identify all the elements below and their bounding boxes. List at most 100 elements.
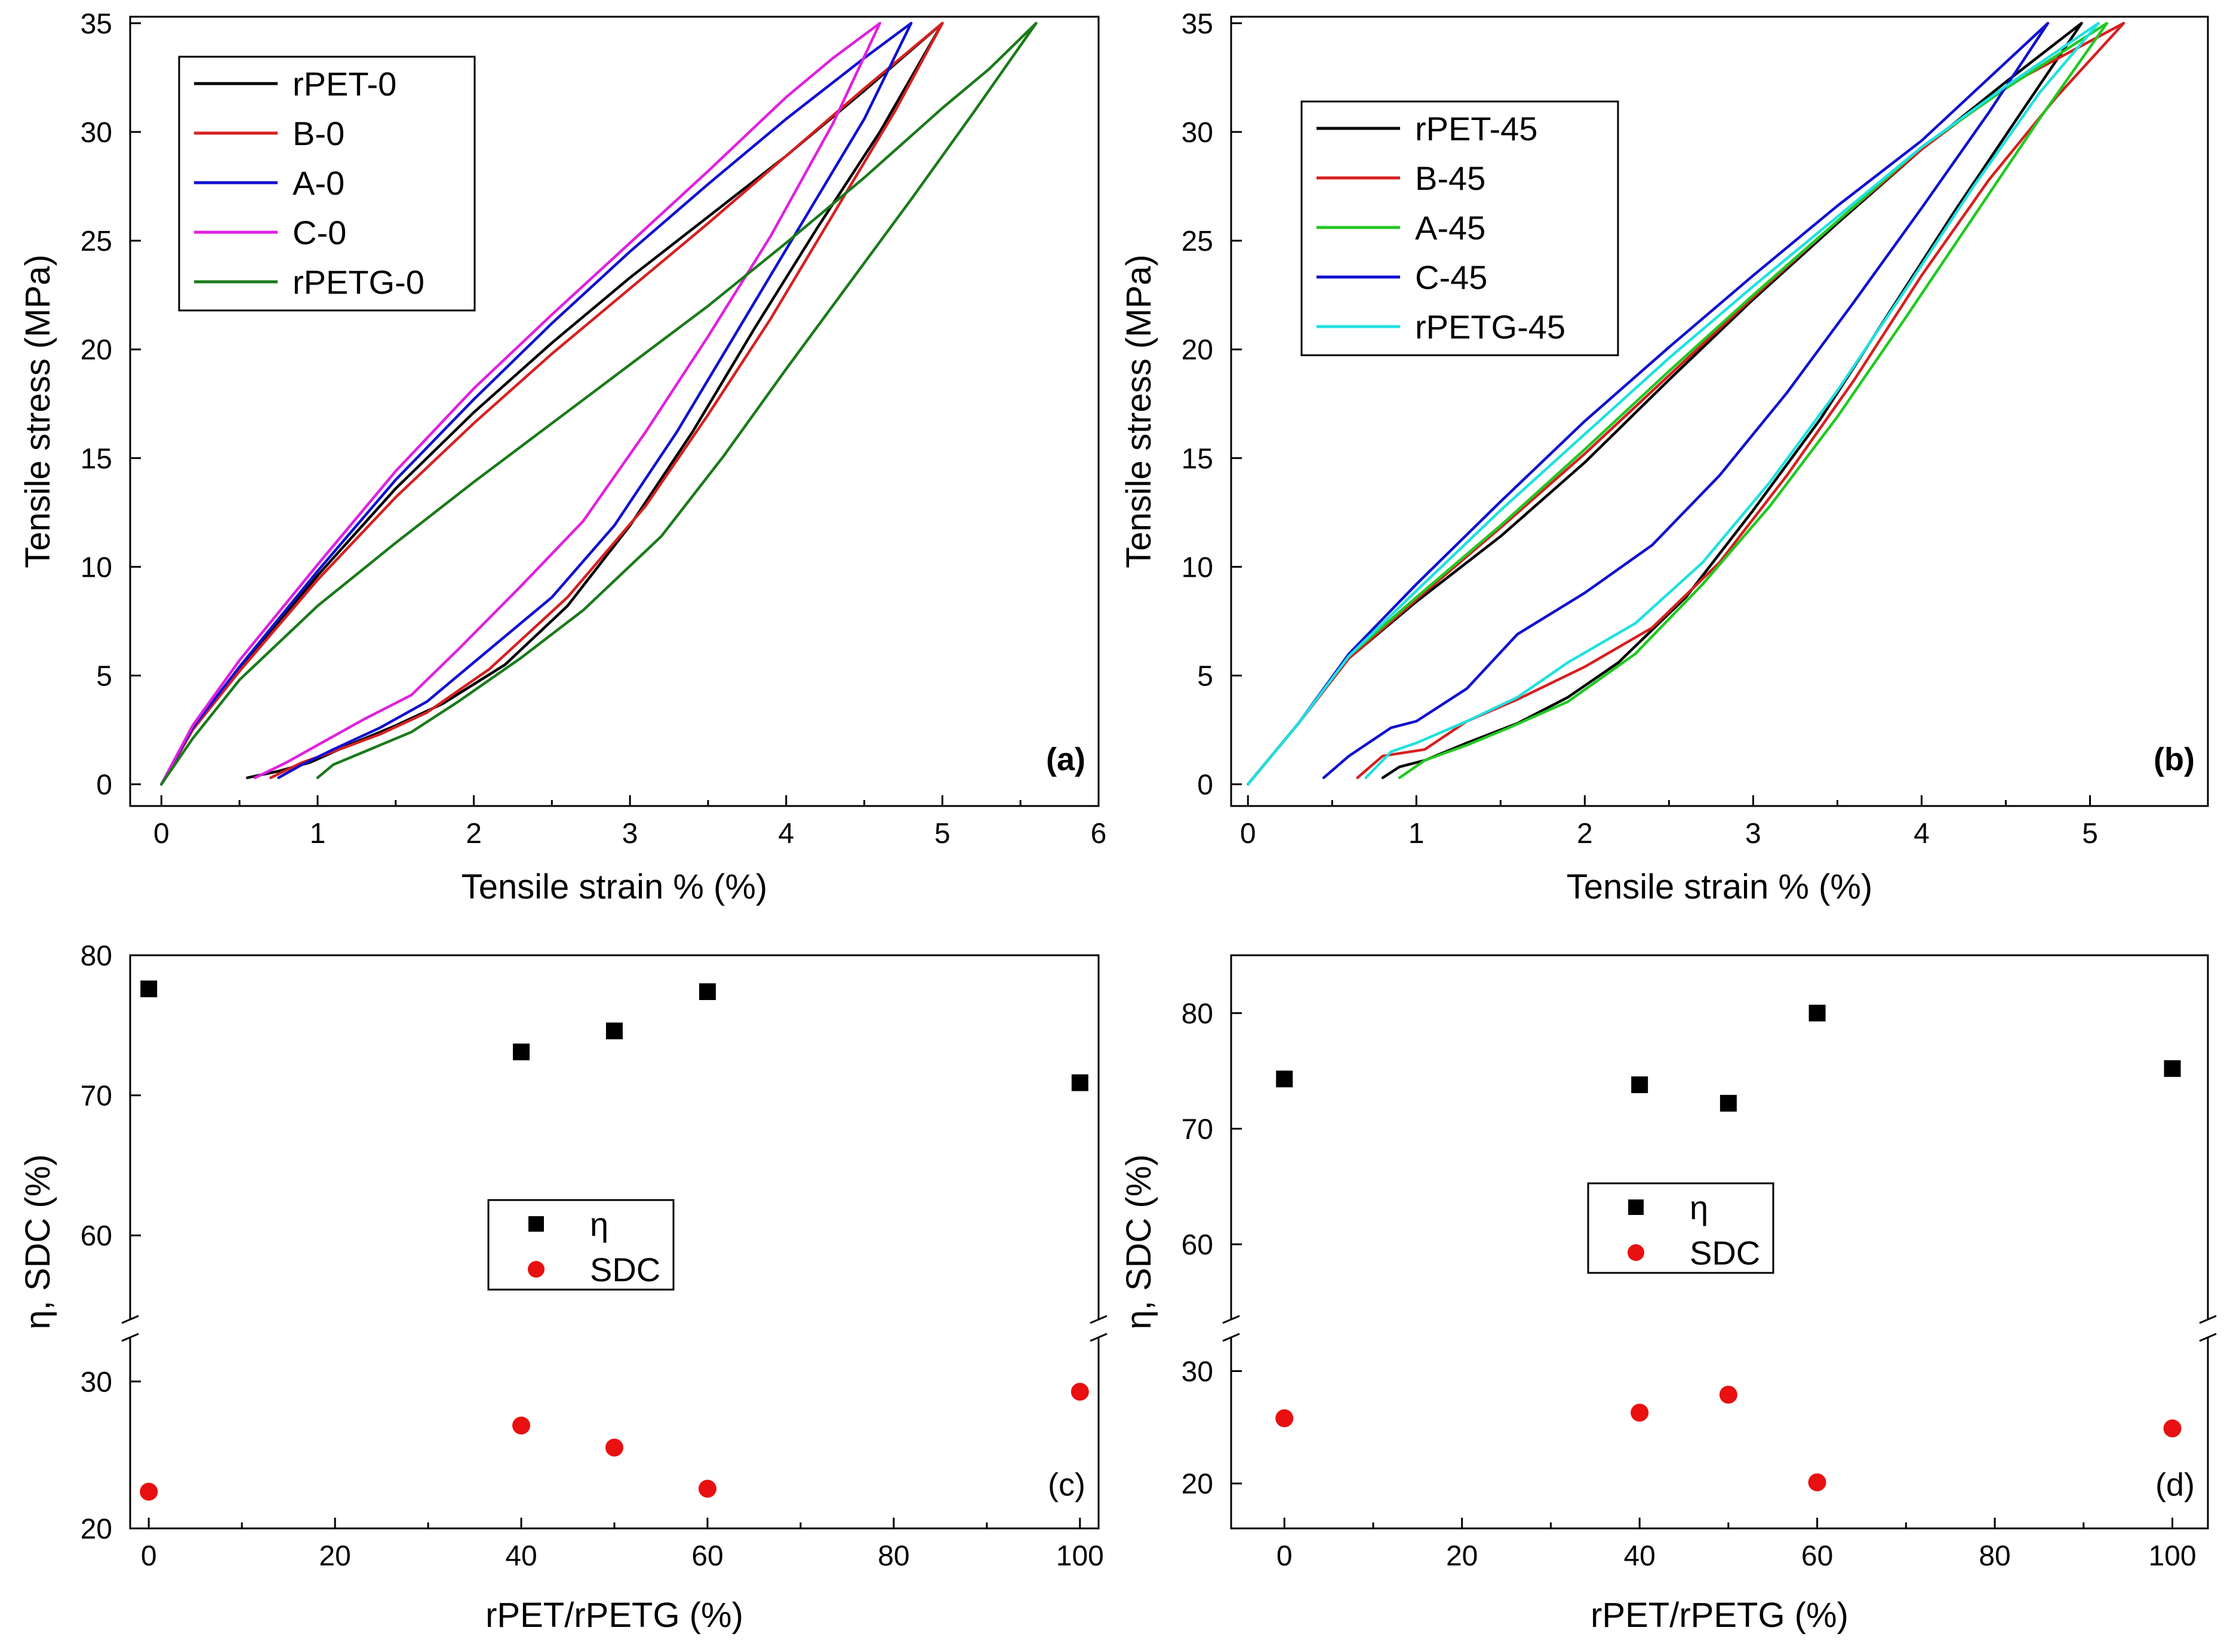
axis-break-mark: [2199, 1333, 2217, 1342]
panel-label: (d): [2155, 1467, 2195, 1503]
y-axis-title: η, SDC (%): [19, 1154, 57, 1329]
y-tick-label: 10: [1182, 552, 1213, 583]
legend-swatch-η: [528, 1216, 544, 1232]
y-tick-label: 15: [81, 443, 112, 475]
point-η: [1631, 1076, 1648, 1093]
plot-frame: [129, 16, 1100, 807]
panel-label: (c): [1048, 1467, 1085, 1503]
panel-a: 0 1 2 3 4 5 6 0 5 10 15 20 25 30 35 Tensile strain % (%…: [19, 8, 1106, 906]
series-line-C-0: [160, 21, 881, 786]
point-SDC: [1631, 1404, 1649, 1422]
y-tick-label: 5: [1197, 660, 1213, 692]
y-tick-label: 80: [81, 940, 112, 972]
axis-break-mark: [2199, 1315, 2217, 1324]
x-tick-label: 100: [1056, 1540, 1104, 1572]
x-tick-label: 0: [1240, 818, 1256, 850]
x-tick-label: 40: [505, 1540, 537, 1572]
x-tick-label: 60: [1801, 1540, 1833, 1572]
y-tick-label: 30: [1182, 117, 1213, 149]
y-tick-label: 10: [81, 552, 112, 583]
point-SDC: [2163, 1419, 2182, 1438]
series-line-rPETG-45: [1246, 21, 2100, 786]
x-tick-label: 0: [153, 818, 170, 850]
y-axis-title: Tensile stress (MPa): [19, 254, 57, 568]
x-tick-label: 5: [2082, 818, 2098, 850]
point-η: [699, 983, 716, 1000]
x-tick-label: 80: [1979, 1540, 2010, 1572]
legend-label: rPETG-45: [1415, 308, 1565, 346]
x-tick-label: 60: [691, 1540, 723, 1572]
x-tick-label: 3: [1745, 818, 1761, 850]
legend-label: A-0: [293, 164, 344, 202]
x-tick-label: 4: [778, 818, 794, 850]
y-tick-label: 30: [81, 1367, 112, 1398]
point-η: [1276, 1070, 1293, 1088]
panel-label: (a): [1046, 742, 1085, 777]
y-tick-label: 30: [1182, 1356, 1213, 1388]
point-η: [140, 980, 158, 998]
y-axis-title: η, SDC (%): [1119, 1154, 1158, 1329]
axis-break-mark: [1090, 1333, 1108, 1342]
y-tick-label: 0: [1197, 770, 1213, 801]
axis-break-mark: [1222, 1333, 1240, 1342]
axis-break-mark: [121, 1333, 139, 1342]
series-line-A-0: [160, 21, 913, 786]
axis-break-mark: [1222, 1315, 1240, 1324]
x-tick-label: 100: [2148, 1540, 2196, 1572]
panel-label: (b): [2154, 742, 2195, 777]
y-axis-title: Tensile stress (MPa): [1119, 254, 1158, 568]
legend-label: SDC: [1690, 1234, 1760, 1272]
x-tick-label: 80: [878, 1540, 909, 1572]
y-tick-label: 35: [81, 8, 112, 40]
point-SDC: [140, 1482, 158, 1501]
series-line-A-45: [1246, 21, 2109, 786]
point-SDC: [1719, 1386, 1737, 1404]
x-tick-label: 0: [1276, 1540, 1293, 1572]
plot-frame: [1230, 16, 2209, 807]
x-tick-label: 40: [1623, 1540, 1655, 1572]
x-axis-title: Tensile strain % (%): [462, 867, 767, 906]
y-tick-label: 70: [81, 1081, 112, 1112]
x-tick-label: 2: [466, 818, 482, 850]
point-SDC: [1071, 1383, 1089, 1401]
point-η: [2164, 1060, 2181, 1077]
legend-label: C-45: [1415, 259, 1487, 296]
panel-b: 0 1 2 3 4 5 0 5 10 15 20 25 30 35 Tensile strain % (%)…: [1119, 8, 2209, 906]
legend-label: rPETG-0: [293, 263, 425, 301]
point-η: [513, 1043, 530, 1060]
legend-label: B-45: [1415, 159, 1485, 197]
x-tick-label: 5: [934, 818, 951, 850]
y-tick-label: 25: [1182, 226, 1213, 257]
x-tick-label: 0: [141, 1540, 157, 1572]
axis-break-mark: [1090, 1315, 1108, 1324]
x-tick-label: 4: [1914, 818, 1930, 850]
legend-label: η: [1690, 1189, 1708, 1226]
y-tick-label: 0: [96, 770, 112, 801]
plot-frame: [1230, 954, 2209, 1530]
x-tick-label: 6: [1091, 818, 1107, 850]
axis-break-mark: [121, 1315, 139, 1324]
x-tick-label: 1: [310, 818, 326, 850]
y-tick-label: 20: [1182, 334, 1213, 366]
point-η: [1071, 1074, 1088, 1091]
legend-label: A-45: [1415, 209, 1485, 247]
x-axis-title: Tensile strain % (%): [1567, 867, 1872, 906]
legend-box: [487, 1199, 675, 1291]
series-line-rPETG-0: [160, 21, 1038, 786]
legend-swatch-SDC: [1628, 1244, 1644, 1261]
legend-label: rPET-0: [293, 65, 396, 103]
series-line-C-45: [1246, 21, 2050, 786]
point-SDC: [1808, 1473, 1826, 1491]
point-SDC: [605, 1438, 623, 1457]
legend-label: SDC: [590, 1251, 660, 1288]
x-tick-label: 3: [622, 818, 638, 850]
legend-label: C-0: [293, 214, 346, 251]
y-tick-label: 80: [1182, 998, 1213, 1030]
x-tick-label: 20: [1446, 1540, 1478, 1572]
point-η: [606, 1022, 623, 1039]
panel-c: 0 20 40 60 80 100 60 70 80 20 30 rPET/rPETG (%) η, S…: [19, 940, 1108, 1635]
x-tick-label: 1: [1408, 818, 1425, 850]
y-tick-label: 25: [81, 226, 112, 257]
y-tick-label: 15: [1182, 443, 1213, 475]
